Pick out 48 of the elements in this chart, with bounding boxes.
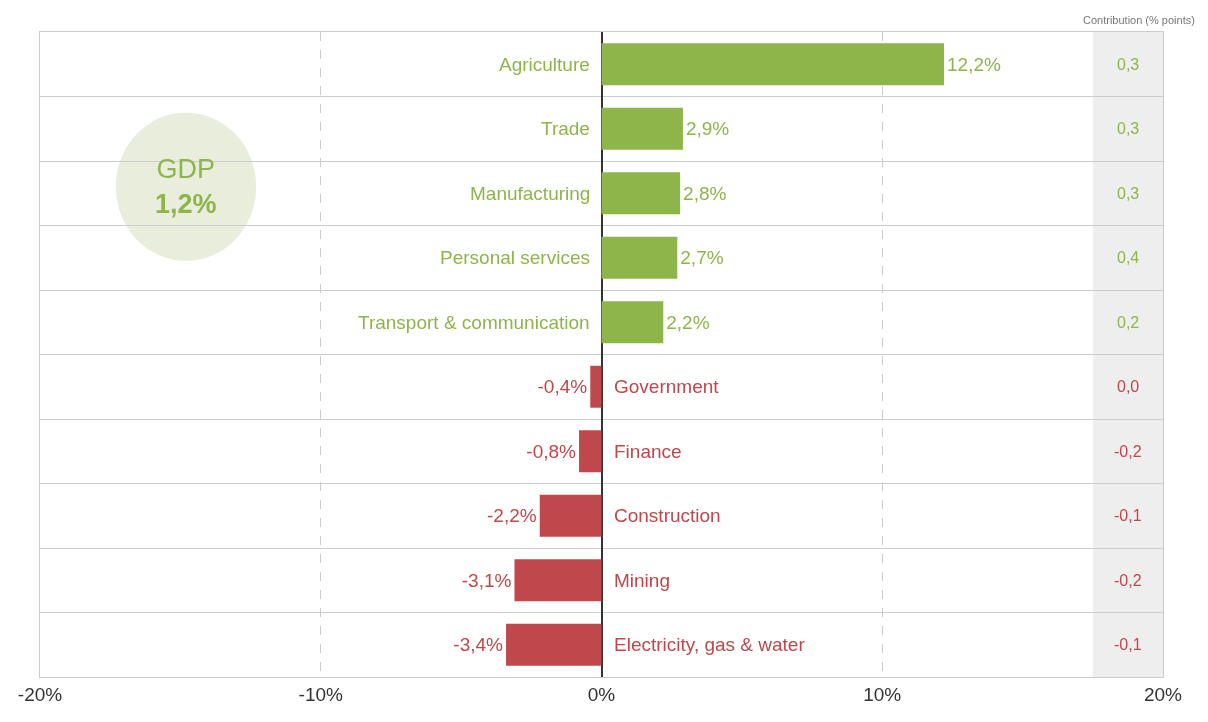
bar bbox=[506, 623, 602, 666]
bar bbox=[601, 301, 664, 344]
annotation: 0,3 bbox=[1117, 120, 1140, 137]
data-label: 2,8% bbox=[683, 182, 727, 204]
bar bbox=[539, 494, 602, 537]
data-label: 12,2% bbox=[947, 53, 1001, 75]
x-tick-label: -10% bbox=[298, 683, 344, 705]
y-tick-label: Manufacturing bbox=[470, 183, 591, 204]
y-tick-label: Construction bbox=[614, 505, 721, 526]
data-label: 2,9% bbox=[685, 118, 730, 140]
bar bbox=[601, 43, 945, 86]
x-tick-label: -20% bbox=[17, 683, 63, 705]
data-label: -3,4% bbox=[453, 634, 504, 656]
data-label: -3,1% bbox=[461, 569, 512, 591]
bar bbox=[601, 236, 678, 279]
bar bbox=[579, 430, 602, 473]
data-label: 2,7% bbox=[680, 247, 724, 269]
y-tick-label: Transport & communication bbox=[358, 312, 590, 333]
annotation: -0,1 bbox=[1114, 507, 1142, 524]
data-label: -2,2% bbox=[487, 505, 537, 527]
data-label: 2,2% bbox=[666, 311, 710, 333]
annotation: 0,2 bbox=[1117, 314, 1140, 331]
annotation: -0,2 bbox=[1114, 443, 1142, 460]
y-tick-label: Electricity, gas & water bbox=[614, 634, 806, 655]
annotation: 0,0 bbox=[1117, 378, 1140, 395]
annotation: 0,4 bbox=[1117, 249, 1140, 266]
x-tick-label: 20% bbox=[1143, 683, 1183, 705]
text: Contribution (% points) bbox=[1083, 14, 1195, 26]
y-tick-label: Personal services bbox=[440, 247, 590, 268]
y-tick-label: Mining bbox=[614, 570, 670, 591]
x-tick-label: 10% bbox=[863, 683, 902, 705]
bar bbox=[601, 172, 681, 215]
annotation: -0,2 bbox=[1114, 572, 1142, 589]
annotation: 1,2% bbox=[155, 189, 217, 220]
data-label: -0,4% bbox=[537, 376, 588, 398]
y-tick-label: Finance bbox=[614, 441, 682, 462]
annotation: -0,1 bbox=[1114, 636, 1142, 653]
bar bbox=[601, 107, 683, 150]
y-tick-label: Trade bbox=[541, 118, 590, 139]
bar bbox=[590, 365, 602, 408]
y-tick-label: Government bbox=[614, 376, 720, 397]
annotation: GDP bbox=[156, 154, 216, 184]
annotation: 0,3 bbox=[1117, 185, 1140, 202]
bar bbox=[514, 559, 602, 602]
annotation: 0,3 bbox=[1117, 56, 1140, 73]
data-label: -0,8% bbox=[526, 440, 577, 462]
x-tick-label: 0% bbox=[587, 683, 616, 705]
y-tick-label: Agriculture bbox=[499, 54, 590, 75]
